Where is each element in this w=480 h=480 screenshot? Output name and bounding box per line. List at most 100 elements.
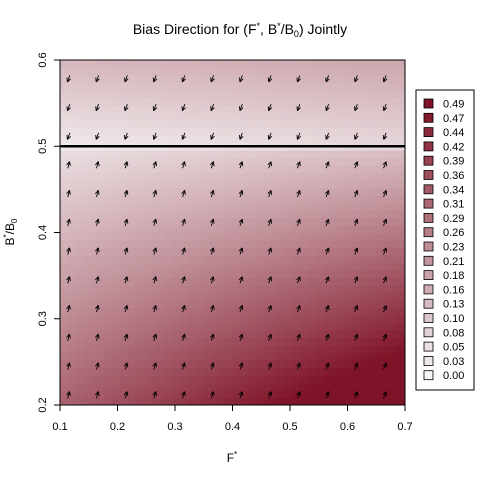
heat-cell — [240, 368, 248, 376]
heat-cell — [248, 240, 256, 248]
heat-cell — [128, 263, 136, 271]
heat-cell — [233, 315, 241, 323]
heat-cell — [135, 158, 143, 166]
heat-cell — [60, 90, 68, 98]
heat-cell — [90, 345, 98, 353]
heat-cell — [218, 188, 226, 196]
heat-cell — [113, 83, 121, 91]
heat-cell — [255, 330, 263, 338]
heat-cell — [233, 263, 241, 271]
heat-cell — [60, 270, 68, 278]
heat-cell — [300, 60, 308, 68]
heat-cell — [135, 188, 143, 196]
heat-cell — [345, 383, 353, 391]
heat-cell — [150, 345, 158, 353]
heat-cell — [60, 255, 68, 263]
heat-cell — [368, 323, 376, 331]
heat-cell — [398, 270, 406, 278]
heat-cell — [203, 195, 211, 203]
heat-cell — [203, 233, 211, 241]
heat-cell — [98, 120, 106, 128]
heat-cell — [173, 150, 181, 158]
heat-cell — [308, 323, 316, 331]
heat-cell — [195, 353, 203, 361]
heat-cell — [338, 248, 346, 256]
heat-cell — [203, 83, 211, 91]
heat-cell — [390, 233, 398, 241]
heat-cell — [68, 113, 76, 121]
heat-cell — [375, 285, 383, 293]
heat-cell — [285, 180, 293, 188]
heat-cell — [120, 218, 128, 226]
heat-cell — [210, 150, 218, 158]
heat-cell — [225, 75, 233, 83]
heat-cell — [308, 263, 316, 271]
heat-cell — [360, 330, 368, 338]
heat-cell — [383, 113, 391, 121]
heat-cell — [90, 158, 98, 166]
heat-cell — [188, 308, 196, 316]
heat-cell — [360, 263, 368, 271]
heat-cell — [270, 285, 278, 293]
heat-cell — [345, 180, 353, 188]
heat-cell — [240, 323, 248, 331]
heat-cell — [390, 240, 398, 248]
heat-cell — [375, 270, 383, 278]
heat-cell — [75, 135, 83, 143]
heat-cell — [263, 315, 271, 323]
heat-cell — [240, 315, 248, 323]
heat-cell — [383, 353, 391, 361]
heat-cell — [300, 323, 308, 331]
heat-cell — [173, 203, 181, 211]
heat-cell — [390, 165, 398, 173]
heat-cell — [143, 360, 151, 368]
heat-cell — [210, 323, 218, 331]
heat-cell — [323, 128, 331, 136]
heat-cell — [143, 68, 151, 76]
heat-cell — [315, 225, 323, 233]
heat-cell — [158, 233, 166, 241]
heat-cell — [345, 368, 353, 376]
heat-cell — [68, 173, 76, 181]
heat-cell — [338, 323, 346, 331]
heat-cell — [98, 353, 106, 361]
heat-cell — [383, 165, 391, 173]
heat-cell — [60, 98, 68, 106]
heat-cell — [135, 113, 143, 121]
heat-cell — [158, 75, 166, 83]
legend-label: 0.36 — [443, 170, 464, 182]
heat-cell — [255, 90, 263, 98]
heat-cell — [255, 210, 263, 218]
heat-cell — [83, 255, 91, 263]
heat-cell — [120, 135, 128, 143]
heat-cell — [218, 83, 226, 91]
heat-cell — [278, 278, 286, 286]
heat-cell — [315, 60, 323, 68]
heat-cell — [75, 195, 83, 203]
heat-cell — [368, 248, 376, 256]
heat-cell — [120, 323, 128, 331]
heat-cell — [173, 128, 181, 136]
heat-cell — [375, 105, 383, 113]
heat-cell — [338, 338, 346, 346]
legend-swatch — [424, 271, 433, 280]
heat-cell — [105, 90, 113, 98]
heat-cell — [315, 360, 323, 368]
heat-cell — [83, 158, 91, 166]
heat-cell — [248, 173, 256, 181]
heat-cell — [113, 315, 121, 323]
heat-cell — [270, 338, 278, 346]
heat-cell — [383, 338, 391, 346]
heat-cell — [68, 233, 76, 241]
heat-cell — [90, 60, 98, 68]
x-tick-label: 0.3 — [167, 421, 182, 433]
heat-cell — [360, 68, 368, 76]
heat-cell — [135, 210, 143, 218]
heat-cell — [308, 300, 316, 308]
heat-cell — [98, 368, 106, 376]
heat-cell — [83, 60, 91, 68]
heat-cell — [308, 203, 316, 211]
heat-cell — [353, 240, 361, 248]
heat-cell — [338, 165, 346, 173]
heat-cell — [240, 90, 248, 98]
